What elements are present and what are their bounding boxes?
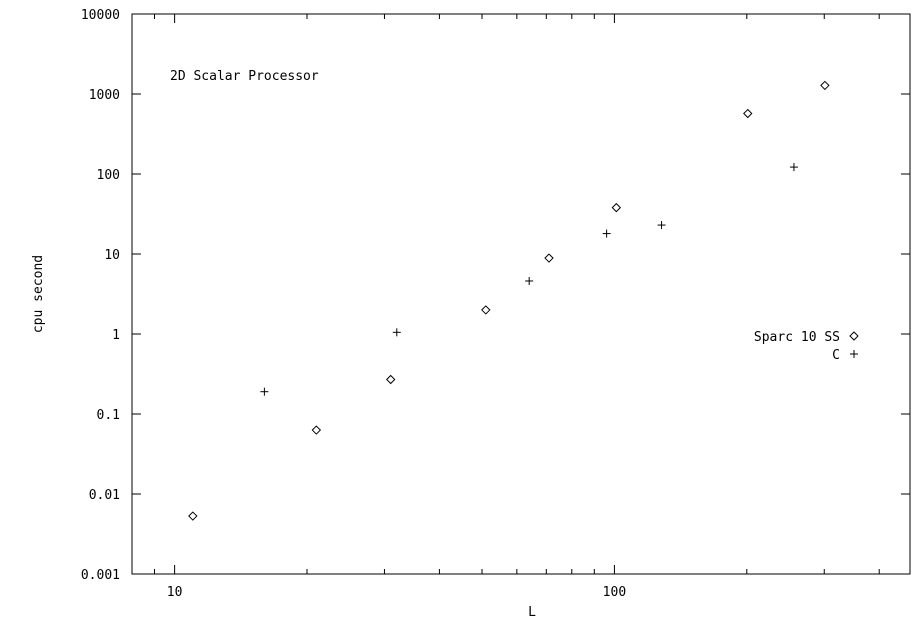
- x-tick-label: 100: [603, 585, 626, 600]
- data-point-plus: [602, 229, 611, 238]
- data-point-diamond: [820, 80, 830, 91]
- data-point-diamond: [544, 253, 554, 263]
- data-point-diamond: [481, 305, 491, 315]
- y-tick-label: 1000: [89, 88, 120, 103]
- y-tick-label: 10: [104, 248, 120, 263]
- data-point-diamond: [188, 511, 198, 521]
- legend-marker-diamond: [849, 331, 859, 341]
- x-axis: 10 100: [131, 14, 880, 600]
- chart-title: 2D Scalar Processor: [170, 69, 319, 84]
- y-tick-label: 0.01: [89, 488, 120, 503]
- data-point-diamond: [311, 425, 322, 435]
- y-axis: 0.001 0.01 0.1 1 10 100 1000 10000: [81, 8, 910, 583]
- y-tick-label: 0.001: [81, 568, 120, 583]
- legend-label: Sparc 10 SS: [754, 330, 840, 345]
- legend: Sparc 10 SS C: [754, 330, 859, 363]
- plot-frame: [131, 13, 911, 575]
- x-tick-label: 10: [167, 585, 183, 600]
- data-point-plus: [789, 163, 798, 172]
- data-point-plus: [525, 276, 534, 285]
- data-point-plus: [392, 328, 401, 337]
- data-point-diamond: [743, 108, 753, 119]
- y-tick-label: 0.1: [97, 408, 120, 423]
- data-point-diamond: [611, 202, 622, 213]
- y-tick-label: 1: [112, 328, 120, 343]
- y-axis-label: cpu second: [31, 255, 46, 333]
- data-point-plus: [657, 221, 666, 230]
- data-point-diamond: [386, 374, 396, 385]
- data-points: [188, 80, 830, 521]
- x-axis-label: L: [528, 605, 536, 620]
- legend-marker-plus: [850, 350, 858, 358]
- legend-label: C: [832, 348, 840, 363]
- y-tick-label: 100: [97, 168, 120, 183]
- y-tick-label: 10000: [81, 8, 120, 23]
- data-point-plus: [260, 387, 269, 396]
